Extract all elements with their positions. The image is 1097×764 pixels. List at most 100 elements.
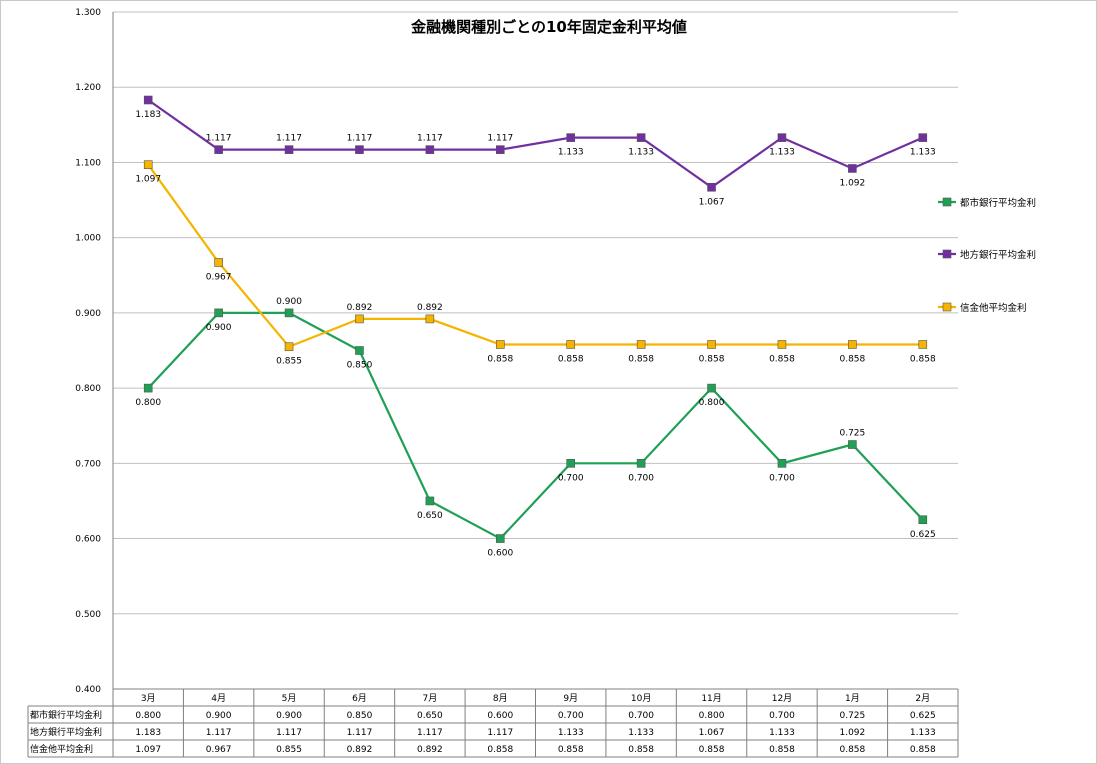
y-tick-label: 0.800 bbox=[75, 384, 101, 394]
table-cell: 0.850 bbox=[347, 711, 373, 721]
data-label: 0.858 bbox=[839, 354, 865, 364]
legend-item: 信金他平均金利 bbox=[938, 302, 1027, 314]
data-point bbox=[495, 340, 505, 349]
data-point bbox=[777, 133, 787, 142]
data-point bbox=[495, 534, 505, 543]
data-point bbox=[284, 342, 294, 352]
table-cell: 1.133 bbox=[769, 728, 795, 738]
table-cell: 0.858 bbox=[910, 745, 936, 755]
table-cell: 1.117 bbox=[276, 728, 302, 738]
legend-item: 地方銀行平均金利 bbox=[938, 249, 1036, 261]
data-label: 1.117 bbox=[417, 134, 443, 144]
table-cell: 0.892 bbox=[347, 745, 373, 755]
x-tick-label: 4月 bbox=[211, 693, 226, 704]
data-label: 1.133 bbox=[769, 148, 795, 158]
data-point bbox=[425, 145, 435, 154]
y-tick-label: 1.200 bbox=[75, 83, 101, 93]
y-tick-label: 0.700 bbox=[75, 459, 101, 469]
legend-swatch-marker bbox=[942, 197, 952, 207]
x-tick-label: 11月 bbox=[701, 693, 721, 704]
y-tick-label: 1.300 bbox=[75, 8, 101, 18]
x-tick-label: 12月 bbox=[772, 693, 792, 704]
table-row-name: 信金他平均金利 bbox=[30, 743, 93, 755]
x-tick-label: 10月 bbox=[631, 693, 651, 704]
x-tick-label: 1月 bbox=[845, 693, 860, 704]
table-cell: 0.700 bbox=[769, 711, 795, 721]
table-cell: 1.133 bbox=[628, 728, 654, 738]
data-point bbox=[355, 346, 364, 355]
table-cell: 1.067 bbox=[699, 728, 725, 738]
legend-item: 都市銀行平均金利 bbox=[938, 197, 1036, 209]
data-label: 0.625 bbox=[910, 530, 936, 540]
data-label: 1.117 bbox=[276, 134, 302, 144]
legend-swatch-marker bbox=[942, 249, 952, 259]
table-cell: 0.900 bbox=[276, 711, 302, 721]
data-label: 0.967 bbox=[206, 272, 232, 282]
data-point bbox=[495, 145, 505, 154]
data-label: 1.133 bbox=[558, 148, 584, 158]
data-point bbox=[777, 459, 787, 468]
data-label: 0.855 bbox=[276, 357, 302, 367]
data-label: 1.133 bbox=[910, 148, 936, 158]
data-point bbox=[425, 314, 435, 324]
table-cell: 0.600 bbox=[487, 711, 513, 721]
data-point bbox=[284, 308, 294, 318]
table-cell: 0.892 bbox=[417, 745, 443, 755]
data-label: 1.092 bbox=[839, 178, 865, 188]
table-row-name: 都市銀行平均金利 bbox=[30, 709, 102, 721]
y-tick-label: 1.000 bbox=[75, 234, 101, 244]
table-cell: 1.097 bbox=[135, 745, 161, 755]
data-point bbox=[636, 340, 646, 349]
legend-label: 地方銀行平均金利 bbox=[960, 249, 1036, 261]
data-label: 0.892 bbox=[417, 303, 443, 313]
table-cell: 0.855 bbox=[276, 745, 302, 755]
data-point bbox=[566, 459, 576, 468]
table-cell: 0.800 bbox=[699, 711, 725, 721]
data-point bbox=[848, 164, 857, 173]
grid bbox=[113, 11, 958, 690]
table-cell: 1.133 bbox=[558, 728, 584, 738]
x-tick-label: 7月 bbox=[423, 693, 438, 704]
x-tick-label: 3月 bbox=[141, 693, 156, 704]
data-point bbox=[848, 440, 857, 449]
series-2: 1.183 1.117 1.117 1.117 1.117 1.117 1.133 1.133… bbox=[135, 95, 936, 207]
table-cell: 0.858 bbox=[628, 745, 654, 755]
table-cell: 0.900 bbox=[206, 711, 232, 721]
data-label: 0.858 bbox=[910, 354, 936, 364]
series-line bbox=[147, 164, 923, 349]
table-cell: 0.967 bbox=[206, 745, 232, 755]
data-point bbox=[636, 133, 646, 142]
table-cell: 0.858 bbox=[839, 745, 865, 755]
table-cell: 1.133 bbox=[910, 728, 936, 738]
data-label: 0.858 bbox=[558, 354, 584, 364]
data-label: 0.800 bbox=[135, 398, 161, 408]
data-label: 1.117 bbox=[206, 134, 232, 144]
table-cell: 0.858 bbox=[769, 745, 795, 755]
data-label: 0.858 bbox=[487, 354, 513, 364]
data-point bbox=[425, 496, 435, 506]
data-point bbox=[355, 314, 364, 324]
data-label: 0.858 bbox=[628, 354, 654, 364]
y-axis: 0.400 0.500 0.600 0.700 0.800 0.900 1.000 1.100… bbox=[75, 8, 114, 695]
series-3: 1.097 0.967 0.855 0.892 0.892 0.858 0.858 0.858… bbox=[135, 160, 936, 367]
table-cell: 1.183 bbox=[135, 728, 161, 738]
table-row-name: 地方銀行平均金利 bbox=[30, 726, 102, 738]
data-label: 0.725 bbox=[839, 429, 865, 439]
x-tick-label: 8月 bbox=[493, 693, 508, 704]
data-label: 0.800 bbox=[699, 398, 725, 408]
data-point bbox=[566, 340, 576, 349]
series-line bbox=[147, 311, 924, 540]
data-label: 1.133 bbox=[628, 148, 654, 158]
x-tick-label: 6月 bbox=[352, 693, 367, 704]
table-cell: 1.117 bbox=[206, 728, 232, 738]
data-point bbox=[707, 383, 716, 393]
data-point bbox=[918, 133, 928, 142]
table-cell: 1.092 bbox=[839, 728, 865, 738]
data-label: 0.892 bbox=[347, 303, 373, 313]
table-cell: 0.858 bbox=[699, 745, 725, 755]
data-label: 0.850 bbox=[347, 361, 373, 371]
legend-label: 信金他平均金利 bbox=[960, 302, 1027, 314]
x-tick-label: 2月 bbox=[915, 693, 930, 704]
